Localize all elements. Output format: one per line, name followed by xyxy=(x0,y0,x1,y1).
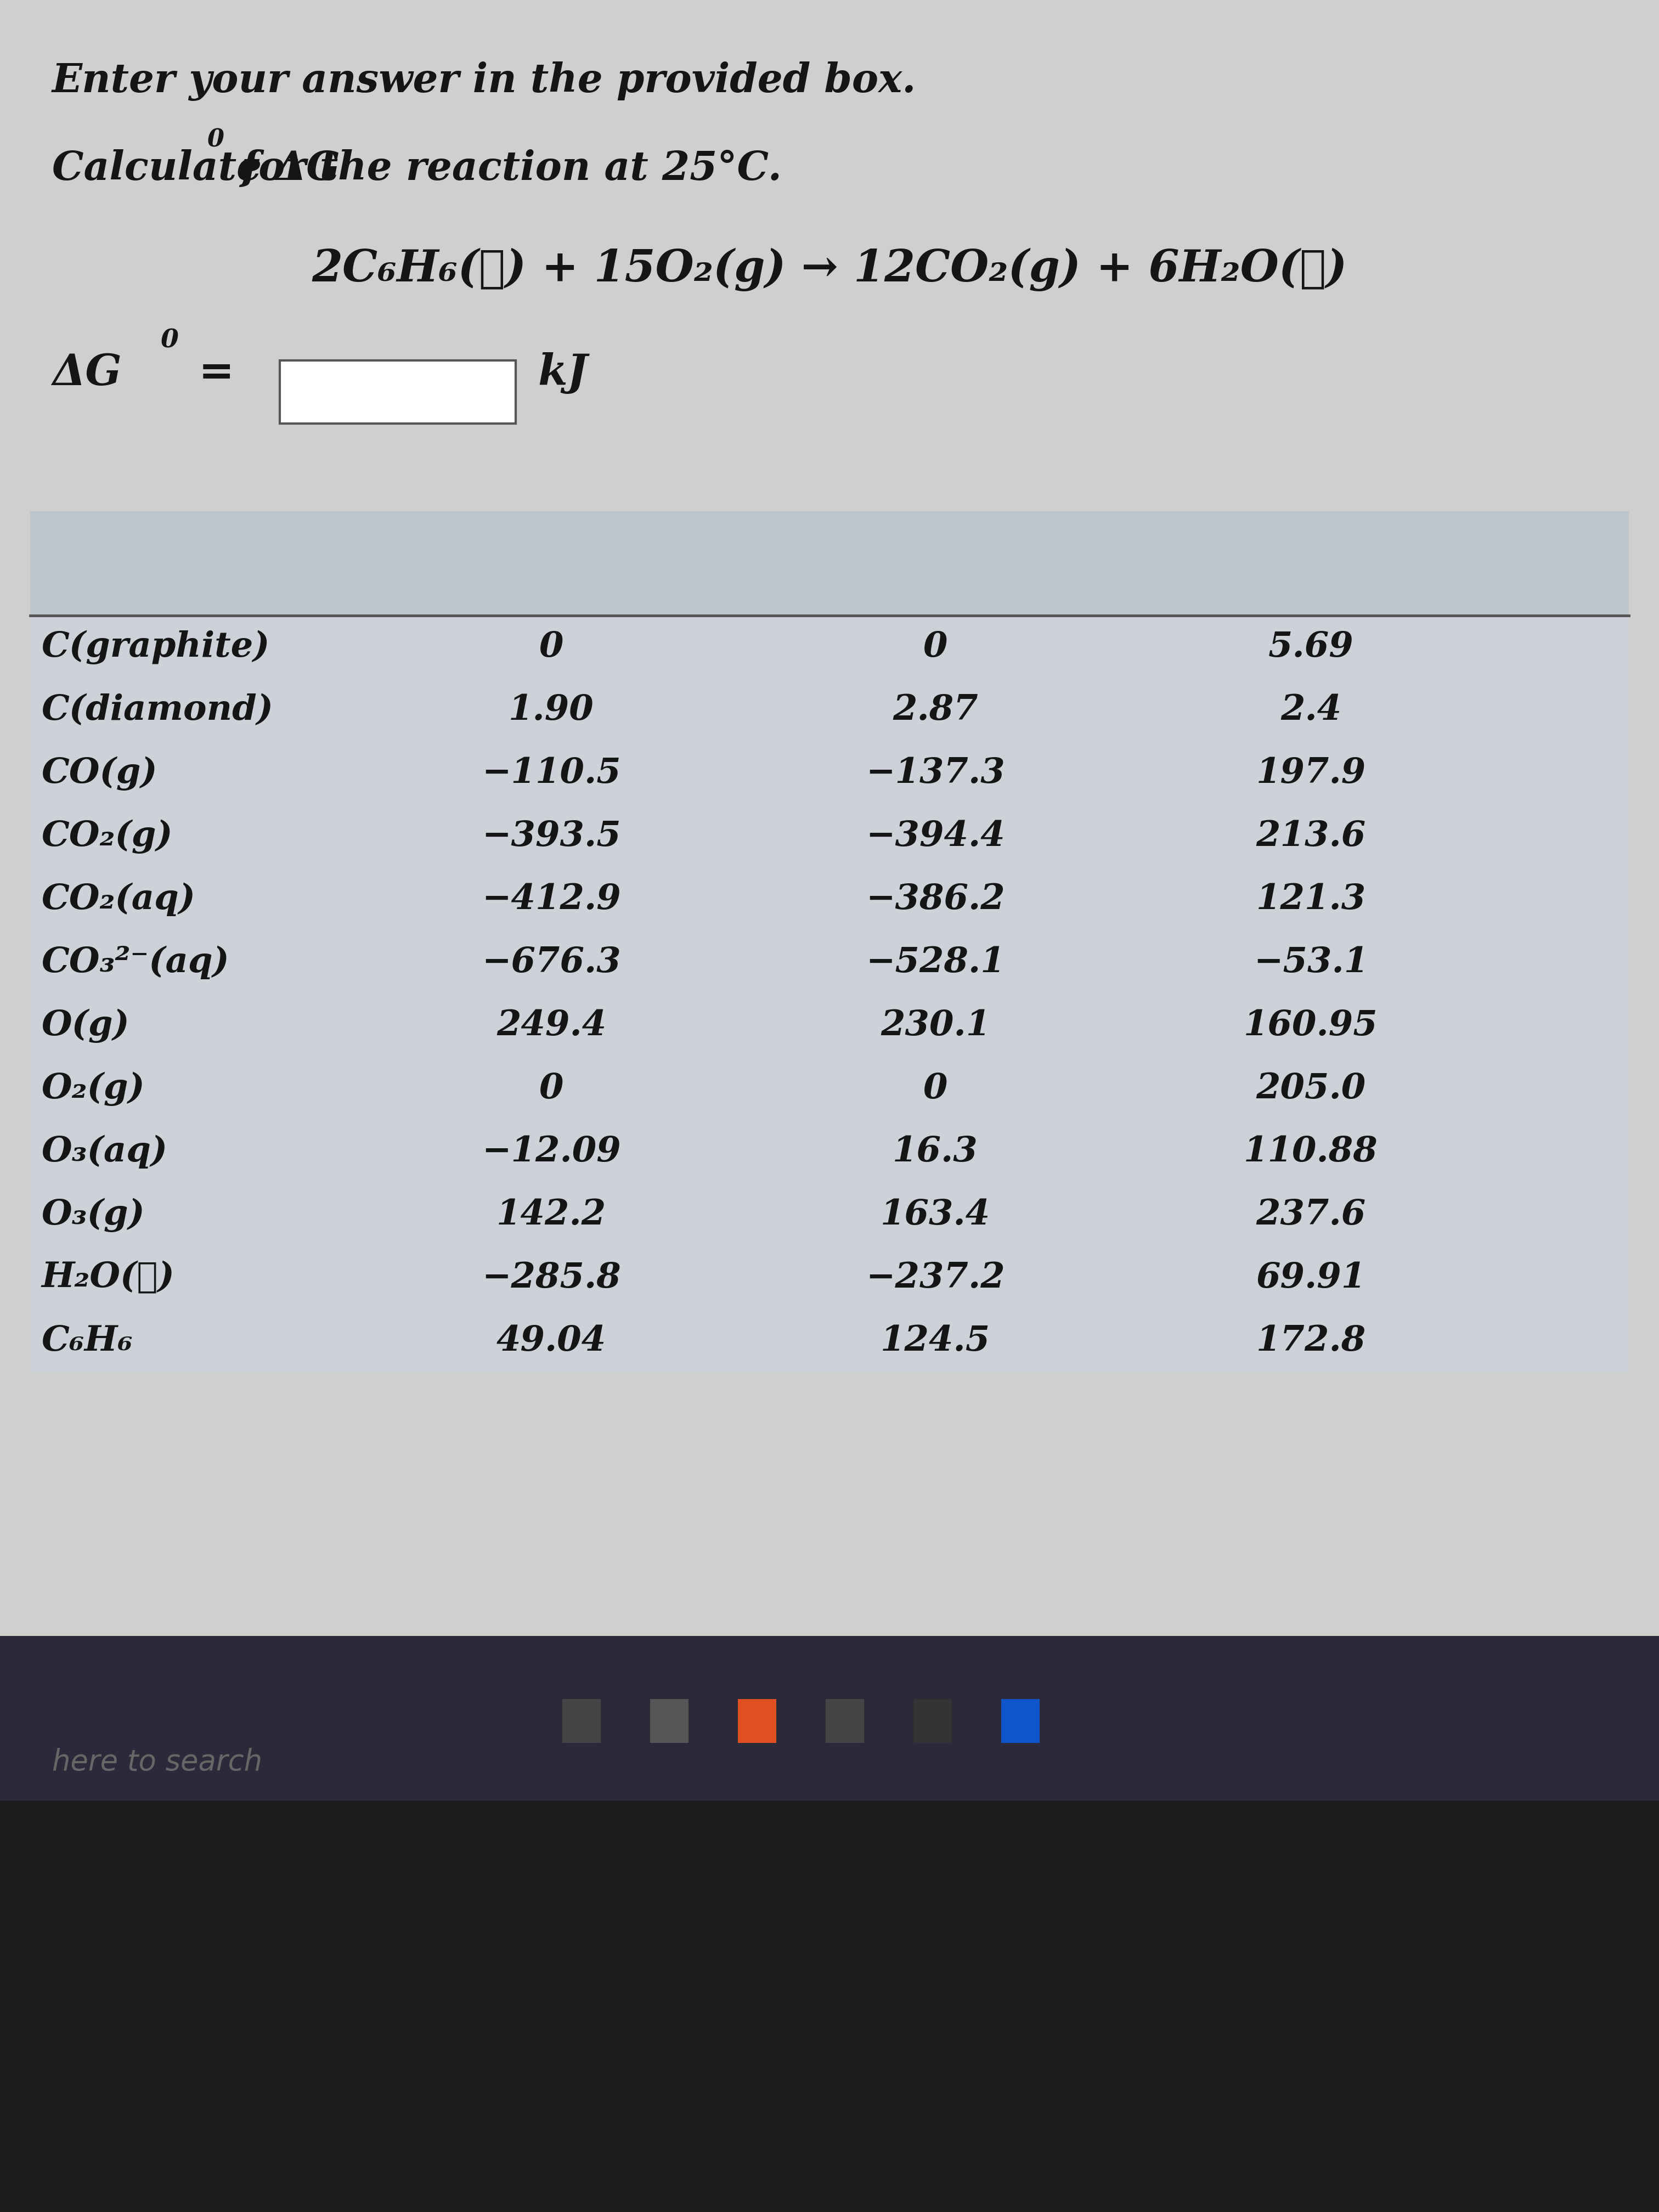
FancyBboxPatch shape xyxy=(280,361,516,422)
FancyBboxPatch shape xyxy=(30,511,1629,1374)
FancyBboxPatch shape xyxy=(562,1699,601,1743)
Text: 5.69: 5.69 xyxy=(1267,630,1354,664)
Text: −393.5: −393.5 xyxy=(481,818,620,854)
Text: 69.91: 69.91 xyxy=(1256,1261,1365,1294)
Text: 124.5: 124.5 xyxy=(881,1325,990,1358)
Text: 205.0: 205.0 xyxy=(1256,1073,1365,1106)
Text: O(g): O(g) xyxy=(41,1009,129,1042)
Text: 0: 0 xyxy=(831,513,848,538)
Text: −528.1: −528.1 xyxy=(866,947,1005,980)
Text: −676.3: −676.3 xyxy=(481,947,620,980)
Text: 213.6: 213.6 xyxy=(1256,818,1365,854)
Text: 16.3: 16.3 xyxy=(893,1135,979,1168)
Text: Calculate ΔG: Calculate ΔG xyxy=(51,148,340,188)
Text: 0: 0 xyxy=(1198,513,1213,538)
Text: 49.04: 49.04 xyxy=(496,1325,606,1358)
FancyBboxPatch shape xyxy=(1002,1699,1040,1743)
FancyBboxPatch shape xyxy=(826,1699,864,1743)
Text: 1.90: 1.90 xyxy=(509,692,594,728)
Text: here to search: here to search xyxy=(51,1747,262,1776)
Text: C(diamond): C(diamond) xyxy=(41,692,274,728)
Text: H₂O(ℓ): H₂O(ℓ) xyxy=(41,1261,174,1294)
Text: 0: 0 xyxy=(539,630,564,664)
FancyBboxPatch shape xyxy=(650,1699,688,1743)
Text: −412.9: −412.9 xyxy=(481,883,620,916)
FancyBboxPatch shape xyxy=(0,1637,1659,2212)
Text: 0: 0 xyxy=(922,1073,947,1106)
Text: CO₂(g): CO₂(g) xyxy=(41,818,173,854)
Text: (kJ/mol): (kJ/mol) xyxy=(466,524,647,560)
Text: 230.1: 230.1 xyxy=(881,1009,990,1042)
Text: f: f xyxy=(448,562,460,588)
FancyBboxPatch shape xyxy=(738,1699,776,1743)
Text: ΔG: ΔG xyxy=(51,352,121,394)
Text: O₃(g): O₃(g) xyxy=(41,1197,144,1232)
Text: 237.6: 237.6 xyxy=(1256,1199,1365,1232)
FancyBboxPatch shape xyxy=(0,0,1659,1637)
Text: 160.95: 160.95 xyxy=(1244,1009,1379,1042)
Text: −394.4: −394.4 xyxy=(866,818,1005,854)
Text: 0: 0 xyxy=(448,513,463,538)
Text: −137.3: −137.3 xyxy=(866,757,1005,790)
Text: 0: 0 xyxy=(539,1073,564,1106)
FancyBboxPatch shape xyxy=(0,1637,1659,1801)
Text: S: S xyxy=(1160,524,1186,560)
Text: (kJ/mol): (kJ/mol) xyxy=(851,524,1030,560)
Text: 2C₆H₆(ℓ) + 15O₂(g) → 12CO₂(g) + 6H₂O(ℓ): 2C₆H₆(ℓ) + 15O₂(g) → 12CO₂(g) + 6H₂O(ℓ) xyxy=(312,248,1347,292)
Text: −53.1: −53.1 xyxy=(1254,947,1369,980)
Text: 2.87: 2.87 xyxy=(893,692,979,728)
Text: −110.5: −110.5 xyxy=(481,757,620,790)
Text: Substance: Substance xyxy=(41,535,252,571)
Text: 142.2: 142.2 xyxy=(496,1199,606,1232)
Text: CO₂(aq): CO₂(aq) xyxy=(41,883,196,916)
Text: ΔH: ΔH xyxy=(392,524,455,560)
Text: ΔG: ΔG xyxy=(776,524,836,560)
Text: CO(g): CO(g) xyxy=(41,757,158,790)
Text: −12.09: −12.09 xyxy=(481,1135,620,1168)
Text: C₆H₆: C₆H₆ xyxy=(41,1325,133,1358)
Text: 172.8: 172.8 xyxy=(1256,1325,1365,1358)
Text: for the reaction at 25°C.: for the reaction at 25°C. xyxy=(227,148,781,188)
Text: 249.4: 249.4 xyxy=(496,1009,606,1042)
Text: 197.9: 197.9 xyxy=(1256,757,1365,790)
Text: 0: 0 xyxy=(922,630,947,664)
Text: 0: 0 xyxy=(207,128,224,153)
Text: O₂(g): O₂(g) xyxy=(41,1071,144,1106)
Text: =: = xyxy=(184,352,234,394)
Text: −285.8: −285.8 xyxy=(481,1261,620,1294)
Text: 110.88: 110.88 xyxy=(1244,1135,1379,1168)
Text: 0: 0 xyxy=(161,327,178,354)
Text: C(graphite): C(graphite) xyxy=(41,630,270,664)
Text: 121.3: 121.3 xyxy=(1256,883,1365,916)
FancyBboxPatch shape xyxy=(30,511,1629,615)
Text: O₃(aq): O₃(aq) xyxy=(41,1135,168,1168)
Text: CO₃²⁻(aq): CO₃²⁻(aq) xyxy=(41,947,229,980)
Text: Enter your answer in the provided box.: Enter your answer in the provided box. xyxy=(51,62,916,102)
Text: f: f xyxy=(831,562,843,588)
Text: (J/K·mol): (J/K·mol) xyxy=(1214,524,1415,560)
FancyBboxPatch shape xyxy=(914,1699,952,1743)
Text: 2.4: 2.4 xyxy=(1281,692,1342,728)
Text: 163.4: 163.4 xyxy=(881,1199,990,1232)
Text: −237.2: −237.2 xyxy=(866,1261,1005,1294)
Text: −386.2: −386.2 xyxy=(866,883,1005,916)
Text: kJ: kJ xyxy=(538,352,587,394)
